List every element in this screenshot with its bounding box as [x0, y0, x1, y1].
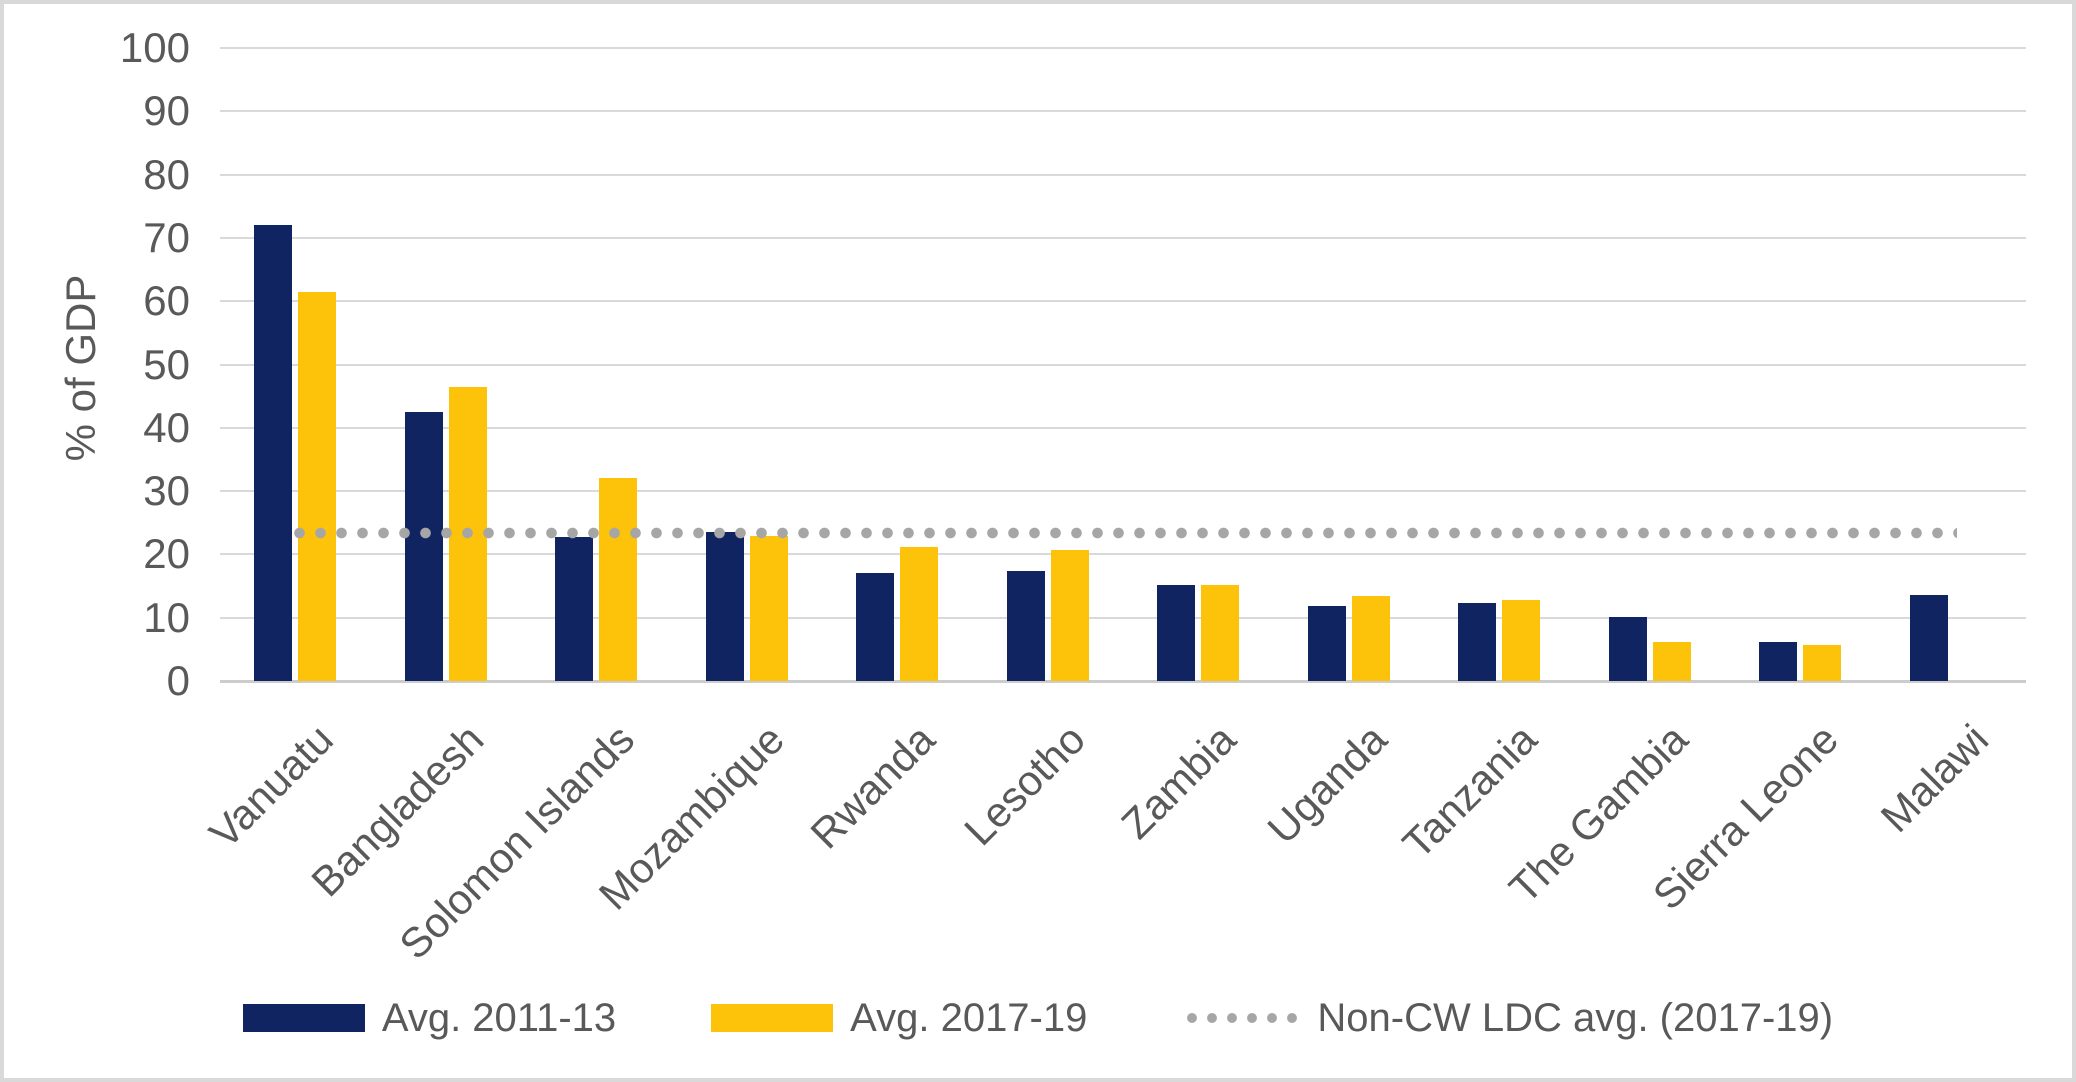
legend-label: Avg. 2011-13	[381, 995, 617, 1040]
y-axis-tick-label: 0	[166, 657, 190, 704]
x-axis-label-lesotho: Lesotho	[955, 715, 1095, 855]
legend-swatch-navy	[242, 1004, 365, 1032]
gridline	[220, 490, 2026, 493]
legend-item-avg-2017-19: Avg. 2017-19	[711, 996, 1087, 1041]
bar-rwanda-avg-2017-19	[900, 547, 939, 681]
legend-dotted-marker-icon	[1182, 1012, 1301, 1024]
bar-zambia-avg-2011-13	[1157, 585, 1196, 681]
legend: Avg. 2011-13 Avg. 2017-19 Non-CW LDC avg…	[4, 986, 2072, 1050]
bar-bangladesh-avg-2011-13	[404, 412, 443, 681]
y-axis-tick-label: 100	[119, 24, 190, 71]
y-axis-tick-label: 10	[143, 593, 190, 641]
x-axis-label-zambia: Zambia	[1112, 715, 1245, 848]
y-axis-tick-label: 20	[143, 530, 190, 578]
x-axis-label-vanuatu: Vanuatu	[200, 715, 342, 857]
bar-the-gambia-avg-2017-19	[1652, 642, 1691, 681]
bar-tanzania-avg-2011-13	[1458, 603, 1497, 681]
y-axis-tick-label: 80	[143, 150, 190, 198]
bar-uganda-avg-2011-13	[1307, 606, 1346, 681]
bar-mozambique-avg-2017-19	[749, 536, 788, 681]
y-axis-tick-label: 60	[143, 277, 190, 325]
gridline	[220, 173, 2026, 176]
bar-solomon-islands-avg-2011-13	[555, 537, 594, 681]
y-axis-tick-label: 50	[143, 340, 190, 388]
y-axis-tick-label: 40	[143, 403, 190, 451]
x-axis-label-uganda: Uganda	[1258, 715, 1396, 853]
bar-lesotho-avg-2017-19	[1050, 550, 1089, 681]
bar-sierra-leone-avg-2017-19	[1803, 645, 1842, 681]
gridline	[220, 300, 2026, 303]
plot-area	[220, 47, 2026, 683]
gridline	[220, 426, 2026, 429]
x-axis-label-tanzania: Tanzania	[1393, 715, 1546, 868]
bar-vanuatu-avg-2011-13	[254, 225, 293, 681]
gridline	[220, 363, 2026, 366]
gridline	[220, 236, 2026, 239]
bar-sierra-leone-avg-2011-13	[1759, 642, 1798, 681]
bar-zambia-avg-2017-19	[1201, 585, 1240, 681]
bar-solomon-islands-avg-2017-19	[599, 478, 638, 681]
gridline	[220, 553, 2026, 556]
gridline	[220, 110, 2026, 113]
bar-rwanda-avg-2011-13	[856, 573, 895, 681]
bar-lesotho-avg-2011-13	[1006, 571, 1045, 681]
bar-the-gambia-avg-2011-13	[1608, 617, 1647, 681]
legend-label: Non-CW LDC avg. (2017-19)	[1317, 995, 1834, 1040]
bar-malawi-avg-2011-13	[1909, 595, 1948, 681]
y-axis-tick-label: 90	[143, 87, 190, 135]
bar-uganda-avg-2017-19	[1351, 596, 1390, 681]
reference-line-dots	[289, 526, 1957, 539]
y-axis-tick-label: 70	[143, 213, 190, 261]
legend-item-avg-2011-13: Avg. 2011-13	[242, 995, 617, 1041]
x-axis-label-rwanda: Rwanda	[801, 715, 944, 858]
gridline	[220, 47, 2026, 49]
x-axis-line	[220, 680, 2026, 683]
legend-swatch-gold	[711, 1004, 834, 1032]
x-axis-label-malawi: Malawi	[1871, 715, 1998, 841]
bar-mozambique-avg-2011-13	[705, 532, 744, 681]
y-axis-tick-label: 30	[143, 467, 190, 515]
gridline	[220, 616, 2026, 619]
legend-label: Avg. 2017-19	[850, 995, 1088, 1040]
legend-item-non-cw-ldc-avg: Non-CW LDC avg. (2017-19)	[1182, 996, 1833, 1041]
bar-tanzania-avg-2017-19	[1502, 600, 1541, 681]
bar-vanuatu-avg-2017-19	[298, 292, 337, 681]
